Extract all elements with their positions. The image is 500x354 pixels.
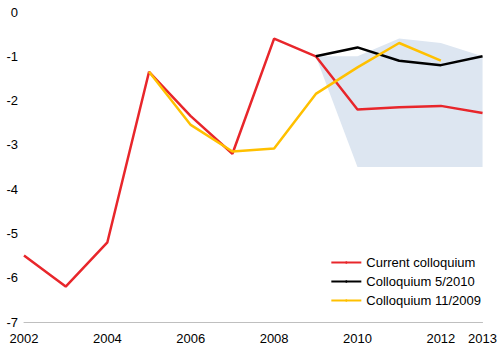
svg-text:-5: -5 bbox=[6, 226, 18, 241]
svg-text:0: 0 bbox=[11, 5, 18, 20]
svg-text:2008: 2008 bbox=[260, 331, 289, 346]
svg-text:2002: 2002 bbox=[10, 331, 39, 346]
svg-text:2013: 2013 bbox=[468, 331, 497, 346]
svg-text:Colloquium 11/2009: Colloquium 11/2009 bbox=[366, 293, 481, 308]
svg-text:2012: 2012 bbox=[426, 331, 455, 346]
svg-text:-1: -1 bbox=[6, 49, 18, 64]
svg-text:-6: -6 bbox=[6, 270, 18, 285]
svg-text:-3: -3 bbox=[6, 137, 18, 152]
svg-text:Current colloquium: Current colloquium bbox=[366, 255, 475, 270]
svg-text:2006: 2006 bbox=[176, 331, 205, 346]
svg-text:-4: -4 bbox=[6, 182, 18, 197]
svg-text:2010: 2010 bbox=[343, 331, 372, 346]
svg-text:-7: -7 bbox=[6, 315, 18, 330]
svg-text:-2: -2 bbox=[6, 93, 18, 108]
svg-text:2004: 2004 bbox=[93, 331, 122, 346]
svg-text:Colloquium 5/2010: Colloquium 5/2010 bbox=[366, 274, 474, 289]
